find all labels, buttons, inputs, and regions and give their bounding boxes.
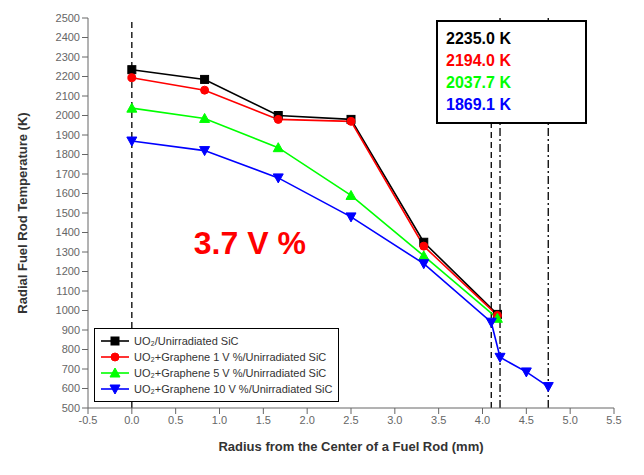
svg-text:Radial Fuel Rod Temperature (K: Radial Fuel Rod Temperature (K) <box>15 112 30 313</box>
svg-text:2.0: 2.0 <box>300 414 315 426</box>
svg-text:500: 500 <box>62 402 80 414</box>
svg-text:1000: 1000 <box>56 304 80 316</box>
svg-text:1200: 1200 <box>56 265 80 277</box>
svg-text:1500: 1500 <box>56 207 80 219</box>
html-text:2194.0 K: 2194.0 K <box>446 52 511 69</box>
svg-text:3.7 V %: 3.7 V % <box>194 225 306 261</box>
svg-text:900: 900 <box>62 324 80 336</box>
svg-text:2400: 2400 <box>56 31 80 43</box>
svg-text:700: 700 <box>62 363 80 375</box>
svg-text:1800: 1800 <box>56 148 80 160</box>
svg-text:2500: 2500 <box>56 12 80 24</box>
svg-text:2200: 2200 <box>56 70 80 82</box>
svg-text:1100: 1100 <box>56 285 80 297</box>
svg-text:5.0: 5.0 <box>563 414 578 426</box>
html-text:UO₂+Graphene 1 V %/Unirradiate: UO₂+Graphene 1 V %/Unirradiated SiC <box>134 351 327 363</box>
html-text:UO₂/Unirradiated SiC: UO₂/Unirradiated SiC <box>134 335 239 347</box>
svg-text:4.0: 4.0 <box>475 414 490 426</box>
svg-text:1300: 1300 <box>56 246 80 258</box>
svg-text:2.5: 2.5 <box>343 414 358 426</box>
html-text:2037.7 K: 2037.7 K <box>446 74 511 91</box>
svg-text:2000: 2000 <box>56 109 80 121</box>
svg-text:0.0: 0.0 <box>124 414 139 426</box>
svg-text:3.5: 3.5 <box>431 414 446 426</box>
svg-text:1600: 1600 <box>56 187 80 199</box>
svg-text:Radius from the Center of a Fu: Radius from the Center of a Fuel Rod (mm… <box>218 439 483 454</box>
html-text:2235.0 K: 2235.0 K <box>446 30 511 47</box>
svg-text:1400: 1400 <box>56 226 80 238</box>
svg-text:5.5: 5.5 <box>606 414 621 426</box>
svg-text:1700: 1700 <box>56 168 80 180</box>
svg-text:0.5: 0.5 <box>168 414 183 426</box>
svg-text:3.0: 3.0 <box>387 414 402 426</box>
html-text:UO₂+Graphene 10 V %/Unirradiat: UO₂+Graphene 10 V %/Unirradiated SiC <box>134 383 333 395</box>
svg-text:-0.5: -0.5 <box>79 414 98 426</box>
svg-text:1.5: 1.5 <box>256 414 271 426</box>
svg-text:600: 600 <box>62 382 80 394</box>
svg-text:2300: 2300 <box>56 51 80 63</box>
svg-text:4.5: 4.5 <box>519 414 534 426</box>
svg-text:1.0: 1.0 <box>212 414 227 426</box>
html-text:UO₂+Graphene 5 V %/Unirradiate: UO₂+Graphene 5 V %/Unirradiated SiC <box>134 367 327 379</box>
svg-text:2100: 2100 <box>56 90 80 102</box>
svg-text:800: 800 <box>62 343 80 355</box>
svg-text:1900: 1900 <box>56 129 80 141</box>
html-text:1869.1 K: 1869.1 K <box>446 96 511 113</box>
